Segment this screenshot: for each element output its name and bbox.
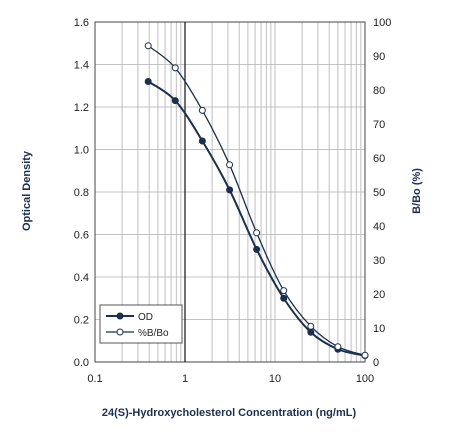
series-bbo-point: [144, 42, 152, 50]
y-left-axis-title: Optical Density: [21, 150, 33, 231]
series-bbo-point: [198, 106, 206, 114]
y-left-tick-label: 1.4: [74, 60, 89, 72]
y-left-tick-label: 1.0: [74, 145, 89, 157]
legend: OD %B/Bo: [99, 304, 183, 344]
y-right-tick-label: 50: [373, 187, 385, 199]
y-left-tick-label: 0.0: [74, 357, 89, 369]
legend-od-marker: [116, 312, 124, 320]
y-left-tick-labels: 0.0 0.2 0.4 0.6 0.8 1.0 1.2 1.4 1.6: [74, 17, 89, 369]
plot-area: [94, 21, 366, 363]
y-right-tick-label: 20: [373, 289, 385, 301]
x-axis-title: 24(S)-Hydroxycholesterol Concentration (…: [102, 407, 357, 419]
series-bbo-point: [361, 351, 369, 359]
series-od-point: [144, 78, 152, 85]
series-od-point: [198, 137, 206, 145]
y-right-tick-label: 80: [373, 85, 385, 97]
grid: [95, 22, 365, 362]
y-right-tick-label: 10: [373, 323, 385, 335]
y-left-tick-label: 1.6: [74, 17, 89, 29]
series-od-point: [280, 294, 288, 302]
y-right-tick-label: 0: [373, 357, 379, 369]
y-right-tick-label: 40: [373, 221, 385, 233]
series-od-point: [171, 97, 179, 105]
y-left-tick-label: 1.2: [74, 102, 89, 114]
legend-box: [99, 304, 183, 344]
y-right-tick-label: 30: [373, 255, 385, 267]
x-tick-label: 100: [356, 373, 374, 385]
series-od-point: [226, 186, 234, 194]
series-bbo-point: [253, 229, 261, 237]
series-bbo-point: [171, 64, 179, 72]
x-tick-label: 1: [182, 373, 188, 385]
series: [144, 42, 369, 360]
series-bbo-point: [226, 161, 234, 169]
legend-bbo-label: %B/Bo: [138, 328, 169, 339]
y-right-tick-label: 60: [373, 153, 385, 165]
series-bbo-point: [334, 343, 342, 351]
x-tick-labels: 0.1 1 10 100: [87, 373, 374, 385]
y-right-tick-label: 90: [373, 51, 385, 63]
series-od-point: [253, 245, 261, 253]
y-left-tick-label: 0.6: [74, 230, 89, 242]
x-tick-label: 10: [269, 373, 281, 385]
legend-bbo-marker: [116, 328, 124, 336]
y-left-tick-label: 0.2: [74, 315, 89, 327]
y-right-tick-label: 100: [373, 17, 391, 29]
y-right-axis-title: B/Bo (%): [411, 168, 423, 214]
series-od-point: [307, 328, 315, 336]
series-bbo-point: [307, 322, 315, 330]
y-right-tick-label: 70: [373, 119, 385, 131]
x-tick-label: 0.1: [87, 373, 102, 385]
y-left-tick-label: 0.8: [74, 187, 89, 199]
y-right-tick-labels: 0 10 20 30 40 50 60 70 80 90 100: [373, 17, 391, 369]
series-bbo-point: [280, 287, 288, 295]
legend-od-label: OD: [138, 312, 153, 323]
y-left-tick-label: 0.4: [74, 272, 89, 284]
